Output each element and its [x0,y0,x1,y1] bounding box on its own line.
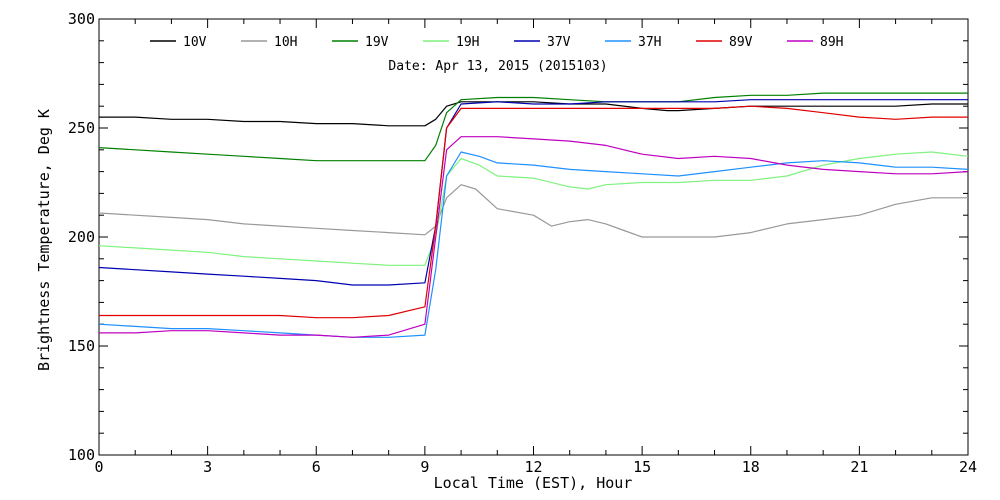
legend-label-89h: 89H [820,35,843,50]
x-tick-label: 0 [94,458,103,476]
legend-label-10v: 10V [183,35,207,50]
series-line-19v [98,92,968,162]
x-tick-label: 3 [203,458,212,476]
y-axis-title: Brightness Temperature, Deg K [35,109,53,371]
series-line-19h [98,151,969,266]
x-axis-title: Local Time (EST), Hour [434,474,633,492]
x-tick-label: 24 [959,458,977,476]
tick-labels: 0 3 6 9 12 15 18 21 24 100 150 200 250 300 [68,10,977,476]
plot-frame [98,18,969,456]
x-tick-label: 6 [312,458,321,476]
legend-label-89v: 89V [729,35,753,50]
x-tick-label: 15 [633,458,651,476]
series-line-10v [99,101,968,127]
x-tick-label: 9 [420,458,429,476]
legend-label-19h: 19H [456,35,479,50]
axis-ticks [98,18,969,456]
legend-label-37h: 37H [638,35,661,50]
chart-subtitle: Date: Apr 13, 2015 (2015103) [388,59,607,74]
series-line-89v [99,105,968,319]
legend: 10V 10H 19V 19H 37V 37H 89V 89H [150,35,843,50]
series-line-89h [99,136,969,338]
x-tick-label: 21 [850,458,868,476]
series-line-37h [98,151,969,338]
y-tick-label: 200 [68,228,95,246]
legend-label-10h: 10H [274,35,297,50]
y-tick-label: 300 [68,10,95,28]
y-tick-label: 150 [68,337,95,355]
y-tick-label: 100 [68,446,95,464]
legend-label-37v: 37V [547,35,571,50]
y-tick-label: 250 [68,119,95,137]
series-line-37v [98,99,968,286]
x-tick-label: 12 [524,458,542,476]
series-line-10h [98,184,968,238]
legend-label-19v: 19V [365,35,389,50]
series-lines [98,92,969,338]
x-tick-label: 18 [742,458,760,476]
